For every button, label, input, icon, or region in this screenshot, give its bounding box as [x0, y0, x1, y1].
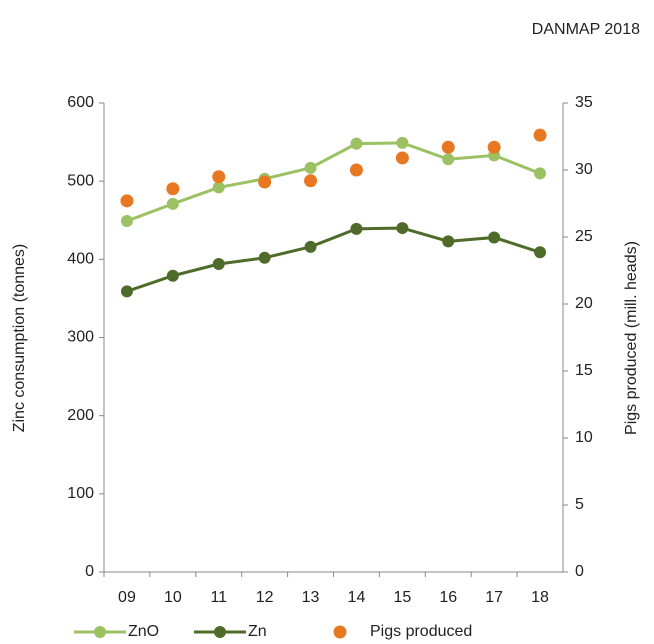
y2-axis-label: Pigs produced (mill. heads) — [623, 241, 640, 435]
legend-label: ZnO — [128, 623, 159, 640]
series-line — [126, 141, 541, 223]
point — [304, 161, 317, 174]
point — [488, 231, 501, 244]
chart-title: DANMAP 2018 — [532, 21, 640, 38]
point — [120, 285, 133, 298]
y-tick-label: 200 — [67, 407, 94, 424]
x-tick-label: 16 — [439, 589, 457, 606]
x-tick-label: 13 — [302, 589, 320, 606]
x-tick-label: 11 — [210, 589, 227, 606]
point — [166, 197, 179, 210]
y-tick-label: 100 — [67, 485, 94, 502]
y2-tick-label: 25 — [575, 228, 593, 245]
point — [441, 140, 455, 154]
point — [304, 240, 317, 253]
y2-tick-label: 15 — [575, 362, 593, 379]
point — [166, 182, 180, 196]
legend-label: Zn — [248, 623, 267, 640]
y-tick-label: 500 — [67, 172, 94, 189]
x-tick-label: 15 — [393, 589, 411, 606]
y2-tick-label: 0 — [575, 563, 584, 580]
legend-swatch — [94, 626, 106, 638]
y-tick-label: 600 — [67, 94, 94, 111]
legend-swatch — [333, 625, 347, 639]
point — [534, 167, 547, 180]
legend-swatch — [214, 626, 226, 638]
point — [533, 128, 547, 142]
point — [212, 181, 225, 194]
y2-tick-label: 35 — [575, 94, 593, 111]
point — [304, 174, 318, 188]
point — [349, 163, 363, 177]
point — [350, 137, 363, 150]
legend-label: Pigs produced — [370, 623, 472, 640]
point — [212, 170, 226, 184]
x-tick-label: 12 — [256, 589, 274, 606]
point — [442, 153, 455, 166]
point — [534, 246, 547, 259]
point — [120, 215, 133, 228]
x-tick-label: 09 — [118, 589, 136, 606]
y2-tick-label: 30 — [575, 161, 593, 178]
y2-tick-label: 5 — [575, 496, 584, 513]
point — [258, 175, 272, 189]
point — [212, 258, 225, 271]
y2-tick-label: 20 — [575, 295, 593, 312]
y2-tick-label: 10 — [575, 429, 593, 446]
point — [487, 140, 501, 154]
x-tick-label: 18 — [531, 589, 549, 606]
x-tick-label: 14 — [348, 589, 366, 606]
point — [442, 235, 455, 248]
y-axis-label: Zinc consumption (tonnes) — [11, 244, 28, 433]
y-tick-label: 400 — [67, 251, 94, 268]
point — [350, 222, 363, 235]
point — [166, 269, 179, 282]
point — [396, 136, 409, 149]
point — [120, 194, 134, 208]
series-line — [126, 226, 541, 293]
x-tick-label: 10 — [164, 589, 182, 606]
y-tick-label: 300 — [67, 329, 94, 346]
point — [395, 151, 409, 165]
x-tick-label: 17 — [485, 589, 503, 606]
point — [396, 222, 409, 235]
point — [258, 251, 271, 264]
y-tick-label: 0 — [85, 563, 94, 580]
